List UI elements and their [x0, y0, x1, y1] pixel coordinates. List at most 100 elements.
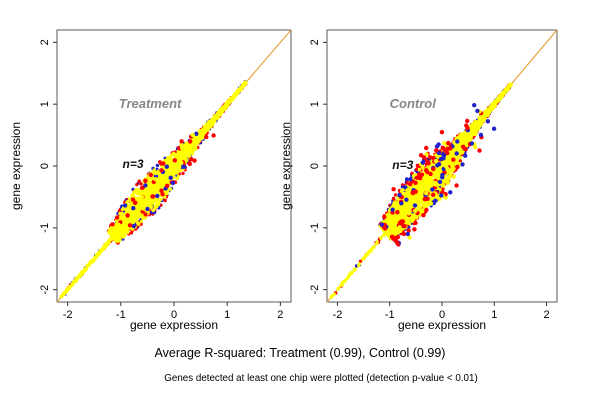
data-point — [173, 158, 177, 162]
data-point — [135, 191, 138, 194]
data-point — [112, 233, 115, 236]
data-point — [159, 168, 163, 172]
data-point — [129, 218, 132, 221]
y-tick-label: 0 — [39, 163, 51, 169]
data-point — [131, 206, 135, 210]
data-point — [115, 215, 119, 219]
data-point — [225, 102, 228, 105]
data-point — [375, 242, 378, 245]
treatment-scatter-points — [59, 80, 247, 298]
data-point — [153, 177, 157, 181]
data-point — [128, 223, 132, 227]
data-point — [379, 237, 382, 240]
data-point — [228, 100, 231, 103]
data-point — [128, 197, 131, 200]
data-point — [159, 189, 163, 193]
data-point — [187, 151, 190, 154]
data-point — [111, 227, 114, 230]
x-tick-label: 1 — [491, 309, 497, 321]
treatment-n-annotation: n=3 — [123, 157, 144, 171]
data-point — [169, 187, 172, 190]
control-scatter-points — [330, 83, 513, 299]
data-point — [76, 276, 79, 279]
x-tick-label: 2 — [543, 309, 549, 321]
data-point — [79, 273, 82, 276]
data-point — [165, 160, 168, 163]
data-point — [118, 235, 121, 238]
y-tick-label: -2 — [309, 285, 321, 295]
data-point — [128, 204, 131, 207]
data-point — [123, 203, 127, 207]
data-point — [221, 108, 224, 111]
data-point — [87, 263, 90, 266]
y-tick-label: 0 — [309, 163, 321, 169]
data-point — [194, 148, 197, 151]
data-point — [229, 97, 232, 100]
data-point — [149, 173, 153, 177]
data-point — [163, 177, 166, 180]
data-point — [169, 164, 172, 167]
data-point — [207, 126, 210, 129]
data-point — [184, 144, 187, 147]
data-point — [143, 179, 147, 183]
x-tick-label: -2 — [63, 309, 73, 321]
data-point — [216, 113, 219, 116]
data-point — [159, 177, 162, 180]
data-point — [186, 146, 189, 149]
data-point — [175, 177, 178, 180]
data-point — [181, 165, 185, 169]
treatment-xaxis-label: gene expression — [130, 318, 218, 332]
data-point — [154, 171, 158, 175]
data-point — [155, 205, 158, 208]
data-point — [120, 231, 123, 234]
data-point — [141, 190, 144, 193]
data-point — [179, 153, 182, 156]
data-point — [408, 222, 411, 225]
data-point — [210, 122, 213, 125]
data-point — [143, 183, 147, 187]
data-point — [171, 181, 175, 185]
data-point — [155, 194, 159, 198]
data-point — [82, 270, 85, 273]
data-point — [146, 197, 149, 200]
data-point — [174, 171, 177, 174]
data-point — [118, 212, 121, 215]
data-point — [396, 198, 399, 201]
y-tick-label: 2 — [39, 39, 51, 45]
data-point — [169, 176, 173, 180]
data-point — [165, 184, 169, 188]
data-point — [468, 139, 471, 142]
data-point — [95, 256, 98, 259]
y-tick-label: -1 — [309, 223, 321, 233]
data-point — [189, 157, 193, 161]
data-point — [179, 161, 183, 165]
x-tick-label: 2 — [277, 309, 283, 321]
y-tick-label: 1 — [39, 101, 51, 107]
data-point — [418, 168, 421, 171]
data-point — [140, 220, 143, 223]
data-point — [181, 172, 184, 175]
data-point — [160, 198, 163, 201]
data-point — [165, 165, 169, 169]
data-point — [392, 197, 395, 200]
data-point — [333, 293, 336, 296]
data-point — [135, 183, 138, 186]
data-point — [108, 239, 111, 242]
data-point — [116, 223, 120, 227]
data-point — [373, 246, 376, 249]
x-tick-label: -1 — [385, 309, 395, 321]
treatment-yaxis-label: gene expression — [9, 122, 23, 210]
data-point — [141, 206, 145, 210]
x-tick-label: 1 — [224, 309, 230, 321]
data-point — [179, 139, 183, 143]
data-point — [114, 239, 117, 242]
data-point — [171, 169, 174, 172]
data-point — [139, 182, 142, 185]
data-point — [140, 195, 144, 199]
data-point — [96, 253, 99, 256]
data-point — [162, 182, 165, 185]
data-point — [139, 203, 142, 206]
y-tick-label: -1 — [39, 223, 51, 233]
